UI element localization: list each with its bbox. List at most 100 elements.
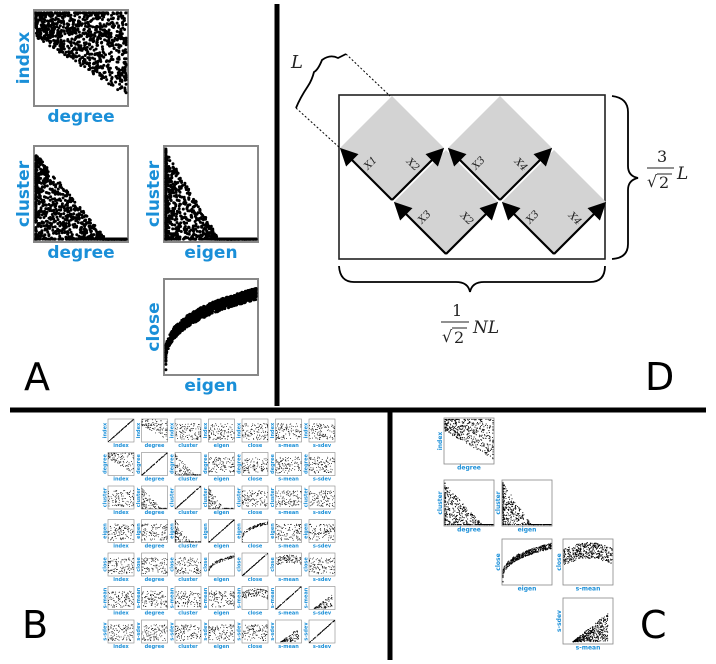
- data-point: [53, 22, 57, 26]
- data-point: [299, 435, 301, 437]
- data-point: [172, 201, 176, 205]
- data-point: [54, 231, 57, 235]
- data-point: [232, 438, 234, 440]
- data-point: [118, 461, 120, 463]
- data-point: [187, 428, 189, 430]
- data-point: [58, 229, 62, 233]
- data-point: [243, 292, 247, 296]
- data-point: [290, 431, 292, 433]
- data-point: [192, 472, 194, 474]
- data-point: [117, 45, 121, 49]
- data-point: [129, 463, 131, 465]
- data-point: [182, 430, 184, 432]
- data-point: [184, 319, 188, 323]
- data-point: [177, 473, 179, 475]
- data-point: [208, 302, 212, 306]
- data-point: [77, 40, 81, 44]
- data-point: [216, 464, 218, 466]
- data-point: [261, 436, 263, 438]
- data-point: [170, 217, 174, 221]
- data-point: [45, 223, 49, 226]
- data-point: [157, 429, 159, 431]
- data-point: [267, 470, 268, 472]
- data-point: [216, 437, 218, 439]
- data-point: [178, 463, 180, 465]
- data-point: [180, 215, 184, 219]
- data-point: [93, 11, 97, 15]
- data-point: [59, 21, 63, 24]
- data-point: [222, 462, 224, 464]
- data-point: [188, 317, 191, 320]
- data-point: [102, 23, 106, 27]
- data-point: [78, 57, 82, 61]
- data-point: [197, 474, 199, 476]
- data-point: [115, 34, 119, 38]
- data-point: [230, 436, 232, 438]
- data-point: [187, 438, 189, 440]
- data-point: [198, 426, 200, 428]
- data-point: [164, 200, 168, 204]
- data-point: [41, 160, 44, 164]
- data-point: [131, 453, 133, 455]
- data-point: [187, 196, 191, 200]
- data-point: [159, 427, 161, 429]
- data-point: [127, 423, 129, 425]
- data-point: [192, 232, 196, 236]
- data-point: [169, 191, 173, 195]
- data-point: [36, 11, 40, 15]
- data-point: [123, 28, 127, 31]
- data-point: [172, 213, 176, 217]
- data-point: [150, 466, 152, 468]
- data-point: [101, 47, 105, 51]
- data-point: [220, 437, 221, 439]
- data-point: [220, 463, 222, 465]
- data-point: [38, 200, 42, 204]
- data-point: [178, 176, 182, 180]
- data-point: [262, 428, 264, 430]
- data-point: [288, 432, 290, 434]
- data-point: [69, 51, 73, 55]
- data-point: [230, 467, 232, 469]
- data-point: [243, 429, 245, 431]
- data-point: [283, 437, 285, 439]
- data-point: [158, 431, 160, 433]
- data-point: [154, 422, 156, 424]
- data-point: [282, 423, 284, 425]
- data-point: [62, 47, 66, 51]
- data-point: [179, 468, 181, 470]
- data-point: [284, 428, 286, 430]
- data-point: [39, 176, 43, 180]
- data-point: [221, 425, 223, 427]
- data-point: [55, 11, 59, 15]
- data-point: [34, 237, 38, 241]
- data-point: [45, 184, 49, 188]
- data-point: [45, 29, 49, 33]
- data-point: [178, 322, 182, 326]
- data-point: [37, 37, 41, 40]
- data-point: [192, 229, 195, 233]
- data-point: [175, 434, 177, 436]
- data-point: [44, 214, 48, 218]
- data-point: [83, 237, 87, 241]
- data-point: [110, 55, 114, 59]
- data-point: [91, 56, 94, 60]
- data-point: [255, 428, 257, 430]
- data-point: [132, 463, 133, 465]
- data-point: [91, 38, 95, 42]
- data-point: [44, 237, 47, 241]
- data-point: [46, 191, 49, 195]
- data-point: [85, 35, 89, 39]
- data-point: [70, 233, 74, 237]
- data-point: [150, 466, 152, 468]
- data-point: [98, 11, 101, 15]
- data-point: [175, 212, 179, 216]
- data-point: [167, 226, 171, 230]
- data-point: [190, 435, 192, 437]
- data-point: [166, 183, 170, 187]
- data-point: [96, 43, 100, 47]
- data-point: [42, 172, 46, 176]
- data-point: [106, 63, 110, 67]
- data-point: [170, 211, 174, 215]
